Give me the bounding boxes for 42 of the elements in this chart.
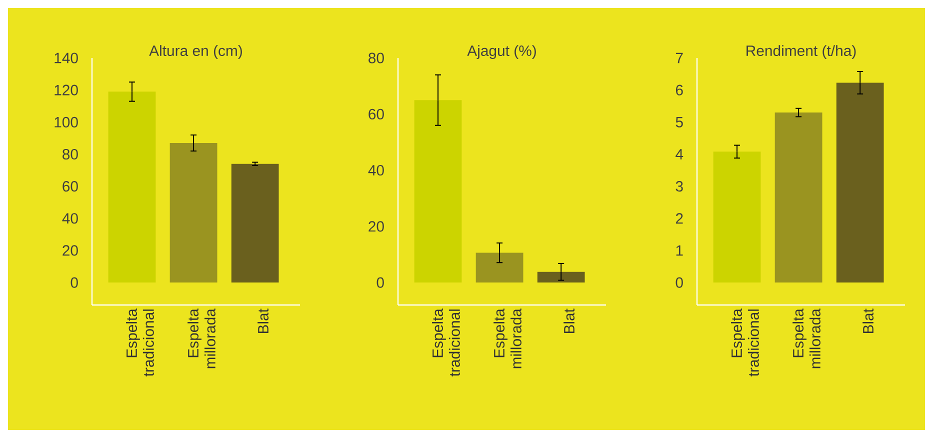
chart-title: Ajagut (%): [467, 45, 536, 59]
bar: [836, 82, 884, 283]
y-tick-label: 2: [676, 213, 683, 224]
x-tick-label: Espelta tradicional: [432, 308, 460, 376]
x-tick-label: Blat: [564, 308, 575, 334]
y-tick-label: 0: [676, 277, 683, 288]
y-tick-label: 5: [676, 116, 683, 128]
y-tick-label: 100: [54, 116, 78, 128]
x-tick-label: Blat: [862, 308, 874, 334]
y-tick-label: 7: [676, 52, 683, 64]
x-tick-label: Espelta tradicional: [126, 308, 154, 376]
y-tick-label: 0: [376, 277, 384, 288]
bar: [108, 92, 156, 283]
x-tick-label: Espelta millorada: [494, 308, 522, 368]
x-tick-label: Espelta tradicional: [731, 308, 759, 376]
y-tick-label: 80: [62, 148, 78, 160]
bar: [170, 143, 218, 283]
y-tick-label: 20: [62, 245, 78, 256]
y-tick-label: 140: [54, 52, 78, 64]
y-tick-label: 0: [70, 277, 78, 288]
y-tick-label: 6: [676, 84, 683, 96]
bar: [713, 152, 761, 283]
y-tick-label: 20: [368, 221, 384, 232]
y-tick-label: 40: [62, 213, 78, 224]
chart-title: Altura en (cm): [149, 45, 242, 59]
y-tick-label: 40: [368, 164, 384, 176]
bar: [774, 112, 822, 283]
y-tick-label: 80: [368, 52, 384, 64]
bar: [231, 164, 279, 283]
y-tick-label: 60: [62, 181, 78, 192]
y-tick-label: 3: [676, 181, 683, 192]
x-tick-label: Blat: [258, 308, 269, 334]
x-tick-label: Espelta millorada: [792, 308, 820, 368]
y-tick-label: 4: [676, 149, 684, 160]
bar: [414, 100, 462, 283]
y-tick-label: 1: [676, 245, 683, 256]
bar: [476, 252, 524, 283]
x-tick-label: Espelta millorada: [188, 308, 216, 368]
y-tick-label: 120: [54, 84, 78, 96]
chart-title: Rendiment (t/ha): [746, 45, 856, 59]
bar: [537, 272, 585, 283]
y-tick-label: 60: [368, 108, 384, 120]
